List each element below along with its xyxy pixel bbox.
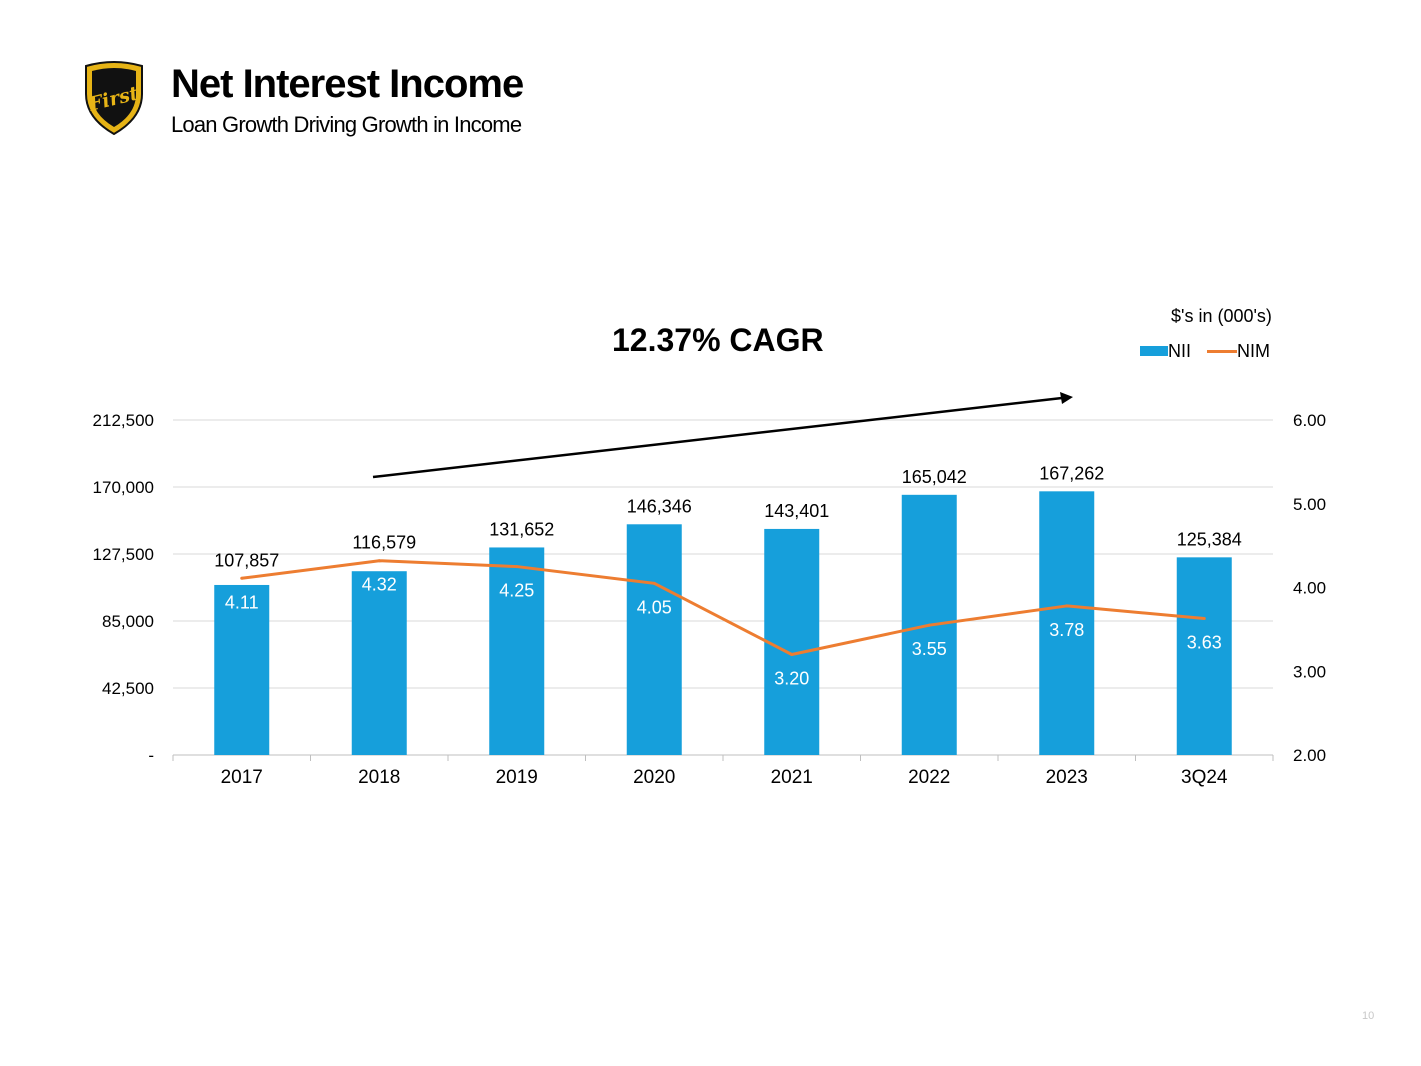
page-number: 10 xyxy=(1362,1010,1375,1022)
x-axis-category-label: 2019 xyxy=(496,767,538,788)
nii-bar xyxy=(214,584,270,755)
nim-data-label: 3.55 xyxy=(912,639,947,659)
nim-data-label: 4.05 xyxy=(637,597,672,617)
page-title: Net Interest Income xyxy=(171,62,524,106)
nim-point xyxy=(652,581,656,585)
cagr-label: 12.37% CAGR xyxy=(612,322,824,358)
nii-data-label: 125,384 xyxy=(1177,529,1242,549)
nim-data-label: 3.78 xyxy=(1049,620,1084,640)
nim-point xyxy=(1065,604,1069,608)
legend-nii-label: NII xyxy=(1168,341,1192,361)
nii-data-label: 131,652 xyxy=(489,519,554,539)
nim-data-label: 4.25 xyxy=(499,581,534,601)
nim-data-label: 4.11 xyxy=(225,592,259,612)
nii-data-label: 167,262 xyxy=(1039,463,1104,483)
page-subtitle: Loan Growth Driving Growth in Income xyxy=(171,112,522,137)
nii-data-label: 143,401 xyxy=(764,501,829,521)
right-axis-tick-label: 4.00 xyxy=(1293,579,1326,598)
legend-nim-swatch xyxy=(1207,349,1238,353)
right-axis-tick-label: 5.00 xyxy=(1293,495,1326,514)
nii-bar xyxy=(1176,557,1232,755)
nii-bar xyxy=(764,528,820,755)
nii-bar xyxy=(351,571,407,755)
right-axis-tick-label: 6.00 xyxy=(1293,411,1326,430)
right-axis-tick-label: 3.00 xyxy=(1293,662,1326,681)
nim-point xyxy=(240,576,244,580)
x-axis-category-label: 2021 xyxy=(771,767,813,788)
nim-point xyxy=(927,623,931,627)
nii-bar xyxy=(489,547,545,755)
cagr-arrow-line xyxy=(372,396,1063,479)
nii-data-label: 107,857 xyxy=(214,550,279,570)
nim-line xyxy=(241,559,1205,656)
left-axis-tick-label: 212,500 xyxy=(93,411,154,430)
x-axis-category-label: 2022 xyxy=(908,767,950,788)
x-axis-category-label: 2023 xyxy=(1046,767,1088,788)
x-axis-category-label: 2020 xyxy=(633,767,675,788)
right-axis-tick-label: 2.00 xyxy=(1293,746,1326,765)
company-logo-shield: First xyxy=(85,61,143,136)
chart-legend: NII NIM xyxy=(1140,340,1270,362)
nim-point xyxy=(377,559,381,563)
legend-nii-swatch xyxy=(1140,346,1168,356)
nim-data-label: 3.20 xyxy=(774,669,809,689)
left-axis-tick-label: 127,500 xyxy=(93,545,154,564)
x-axis-category-label: 2017 xyxy=(221,767,263,788)
nim-data-label: 3.63 xyxy=(1187,632,1222,652)
left-axis-tick-label: - xyxy=(148,746,154,765)
nii-data-label: 116,579 xyxy=(352,533,416,553)
cagr-arrow-head xyxy=(1060,392,1073,404)
legend-nim-label: NIM xyxy=(1237,341,1271,361)
units-note: $'s in (000's) xyxy=(1171,306,1272,326)
nii-data-label: 165,042 xyxy=(902,467,967,487)
nii-data-label: 146,346 xyxy=(627,496,692,516)
left-axis-tick-label: 85,000 xyxy=(102,612,154,631)
left-axis-tick-label: 170,000 xyxy=(93,478,154,497)
nim-point xyxy=(1202,616,1206,620)
nim-point xyxy=(790,653,794,656)
left-axis-tick-label: 42,500 xyxy=(102,679,154,698)
nii-bar xyxy=(1039,491,1095,755)
nii-bar xyxy=(626,524,682,755)
nim-point xyxy=(515,565,519,569)
nim-data-label: 4.32 xyxy=(362,575,397,595)
x-axis-category-label: 3Q24 xyxy=(1181,767,1228,788)
x-axis-category-label: 2018 xyxy=(358,767,400,788)
